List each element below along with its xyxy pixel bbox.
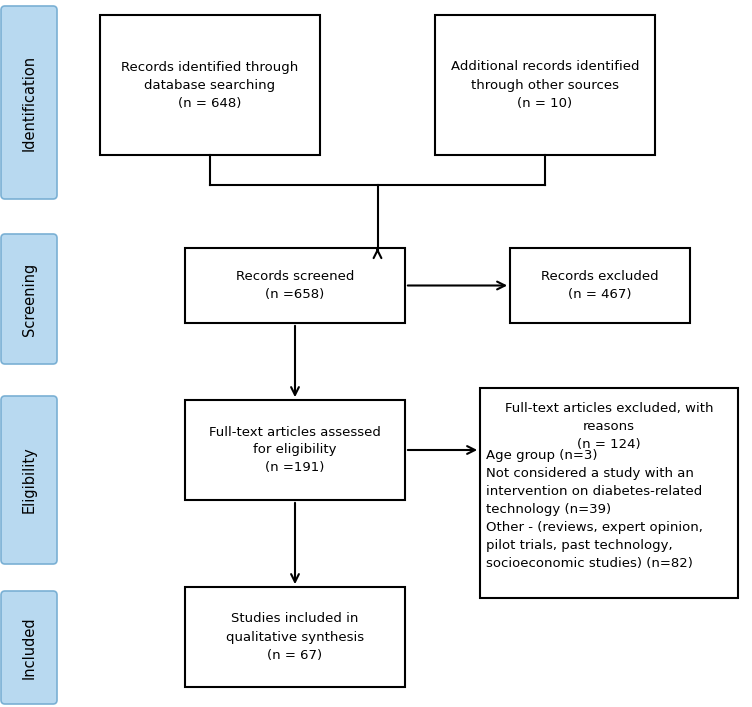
Text: Records identified through
database searching
(n = 648): Records identified through database sear… (121, 61, 299, 110)
Text: Additional records identified
through other sources
(n = 10): Additional records identified through ot… (450, 61, 639, 110)
Bar (510, 248, 690, 323)
FancyBboxPatch shape (1, 234, 57, 364)
FancyBboxPatch shape (1, 6, 57, 199)
Text: Full-text articles assessed
for eligibility
(n =191): Full-text articles assessed for eligibil… (209, 426, 381, 474)
Text: Identification: Identification (22, 54, 37, 151)
Bar (100, 15, 320, 155)
FancyBboxPatch shape (1, 591, 57, 704)
Text: Studies included in
qualitative synthesis
(n = 67): Studies included in qualitative synthesi… (226, 612, 364, 662)
Bar (480, 388, 738, 598)
Text: Full-text articles excluded, with
reasons
(n = 124): Full-text articles excluded, with reason… (505, 402, 713, 451)
Bar (185, 248, 405, 323)
Bar (185, 587, 405, 687)
Text: Age group (n=3)
Not considered a study with an
intervention on diabetes-related
: Age group (n=3) Not considered a study w… (486, 449, 703, 570)
Text: Screening: Screening (22, 262, 37, 336)
Text: Records screened
(n =658): Records screened (n =658) (236, 270, 354, 301)
Text: Records excluded
(n = 467): Records excluded (n = 467) (541, 270, 659, 301)
FancyBboxPatch shape (1, 396, 57, 564)
Text: Included: Included (22, 617, 37, 679)
Bar (435, 15, 655, 155)
Bar (185, 400, 405, 500)
Text: Eligibility: Eligibility (22, 447, 37, 513)
